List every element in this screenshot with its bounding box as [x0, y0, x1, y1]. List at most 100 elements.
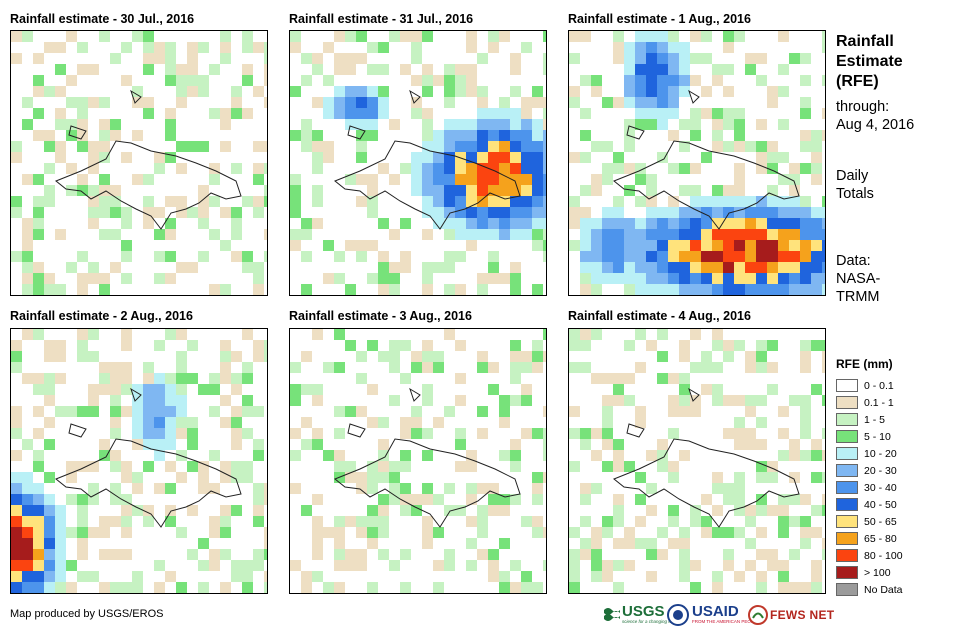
rainfall-cell	[356, 406, 367, 417]
rainfall-cell	[800, 362, 811, 373]
rainfall-cell	[602, 560, 613, 571]
rainfall-cell	[591, 560, 602, 571]
rainfall-cell	[690, 218, 701, 229]
rainfall-cell	[444, 251, 455, 262]
rainfall-cell	[77, 108, 88, 119]
rainfall-cell	[143, 42, 154, 53]
rainfall-cell	[411, 362, 422, 373]
rainfall-cell	[734, 284, 745, 295]
rainfall-cell	[679, 86, 690, 97]
rainfall-cell	[778, 64, 789, 75]
rainfall-cell	[521, 428, 532, 439]
rainfall-cell	[591, 251, 602, 262]
rainfall-cell	[455, 218, 466, 229]
rainfall-cell	[264, 97, 267, 108]
rainfall-cell	[756, 549, 767, 560]
rainfall-cell	[723, 494, 734, 505]
rainfall-cell	[635, 516, 646, 527]
rainfall-cell	[657, 450, 668, 461]
rainfall-cell	[231, 505, 242, 516]
rainfall-cell	[312, 141, 323, 152]
rainfall-cell	[33, 560, 44, 571]
rainfall-cell	[745, 262, 756, 273]
legend-item: 20 - 30	[836, 462, 903, 479]
rainfall-cell	[811, 273, 822, 284]
legend-label: 1 - 5	[864, 413, 886, 426]
legend-label: 80 - 100	[864, 549, 903, 562]
rainfall-cell	[209, 560, 220, 571]
rainfall-cell	[756, 582, 767, 593]
rainfall-cell	[253, 494, 264, 505]
rainfall-cell	[33, 273, 44, 284]
rainfall-cell	[99, 284, 110, 295]
rainfall-cell	[800, 163, 811, 174]
rainfall-cell	[466, 450, 477, 461]
rainfall-cell	[466, 240, 477, 251]
rainfall-cell	[264, 42, 267, 53]
rainfall-cell	[66, 527, 77, 538]
rainfall-cell	[290, 86, 301, 97]
map-jul30	[10, 30, 268, 296]
rainfall-cell	[198, 86, 209, 97]
rainfall-cell	[734, 273, 745, 284]
rainfall-cell	[734, 251, 745, 262]
rainfall-cell	[55, 571, 66, 582]
usgs-logo: USGS science for a changing world	[604, 603, 679, 627]
rainfall-cell	[668, 406, 679, 417]
rainfall-cell	[613, 373, 624, 384]
rainfall-cell	[756, 152, 767, 163]
rainfall-cell	[811, 218, 822, 229]
rainfall-cell	[756, 229, 767, 240]
rainfall-cell	[624, 527, 635, 538]
rainfall-cell	[822, 395, 825, 406]
rainfall-cell	[345, 53, 356, 64]
rainfall-cell	[690, 31, 701, 42]
rainfall-cell	[521, 362, 532, 373]
rainfall-cell	[444, 284, 455, 295]
rainfall-cell	[613, 582, 624, 593]
rainfall-cell	[154, 207, 165, 218]
rainfall-cell	[455, 141, 466, 152]
rainfall-cell	[569, 329, 580, 340]
rainfall-cell	[756, 119, 767, 130]
rainfall-cell	[198, 218, 209, 229]
rainfall-cell	[789, 516, 800, 527]
rainfall-cell	[55, 582, 66, 593]
rainfall-cell	[657, 97, 668, 108]
rainfall-cell	[253, 86, 264, 97]
rainfall-cell	[679, 395, 690, 406]
rainfall-cell	[11, 549, 22, 560]
rainfall-cell	[389, 229, 400, 240]
rainfall-grid-jul31	[290, 31, 546, 295]
rainfall-cell	[668, 218, 679, 229]
rainfall-cell	[389, 119, 400, 130]
rainfall-cell	[242, 75, 253, 86]
rainfall-cell	[602, 395, 613, 406]
rainfall-cell	[712, 483, 723, 494]
rainfall-cell	[624, 373, 635, 384]
rainfall-cell	[367, 538, 378, 549]
rainfall-cell	[198, 141, 209, 152]
rainfall-cell	[22, 240, 33, 251]
rainfall-cell	[301, 284, 312, 295]
rainfall-cell	[187, 505, 198, 516]
rainfall-cell	[543, 141, 546, 152]
rainfall-cell	[165, 373, 176, 384]
rainfall-cell	[110, 362, 121, 373]
rainfall-cell	[264, 64, 267, 75]
rainfall-cell	[767, 163, 778, 174]
rainfall-cell	[668, 75, 679, 86]
rainfall-cell	[466, 461, 477, 472]
rainfall-cell	[422, 362, 433, 373]
rainfall-cell	[411, 75, 422, 86]
rainfall-cell	[345, 174, 356, 185]
rainfall-cell	[22, 273, 33, 284]
rainfall-cell	[488, 251, 499, 262]
legend-label: 40 - 50	[864, 498, 897, 511]
rainfall-cell	[165, 483, 176, 494]
rainfall-cell	[132, 97, 143, 108]
rainfall-cell	[231, 218, 242, 229]
rainfall-cell	[44, 141, 55, 152]
rainfall-cell	[389, 461, 400, 472]
rainfall-cell	[800, 340, 811, 351]
